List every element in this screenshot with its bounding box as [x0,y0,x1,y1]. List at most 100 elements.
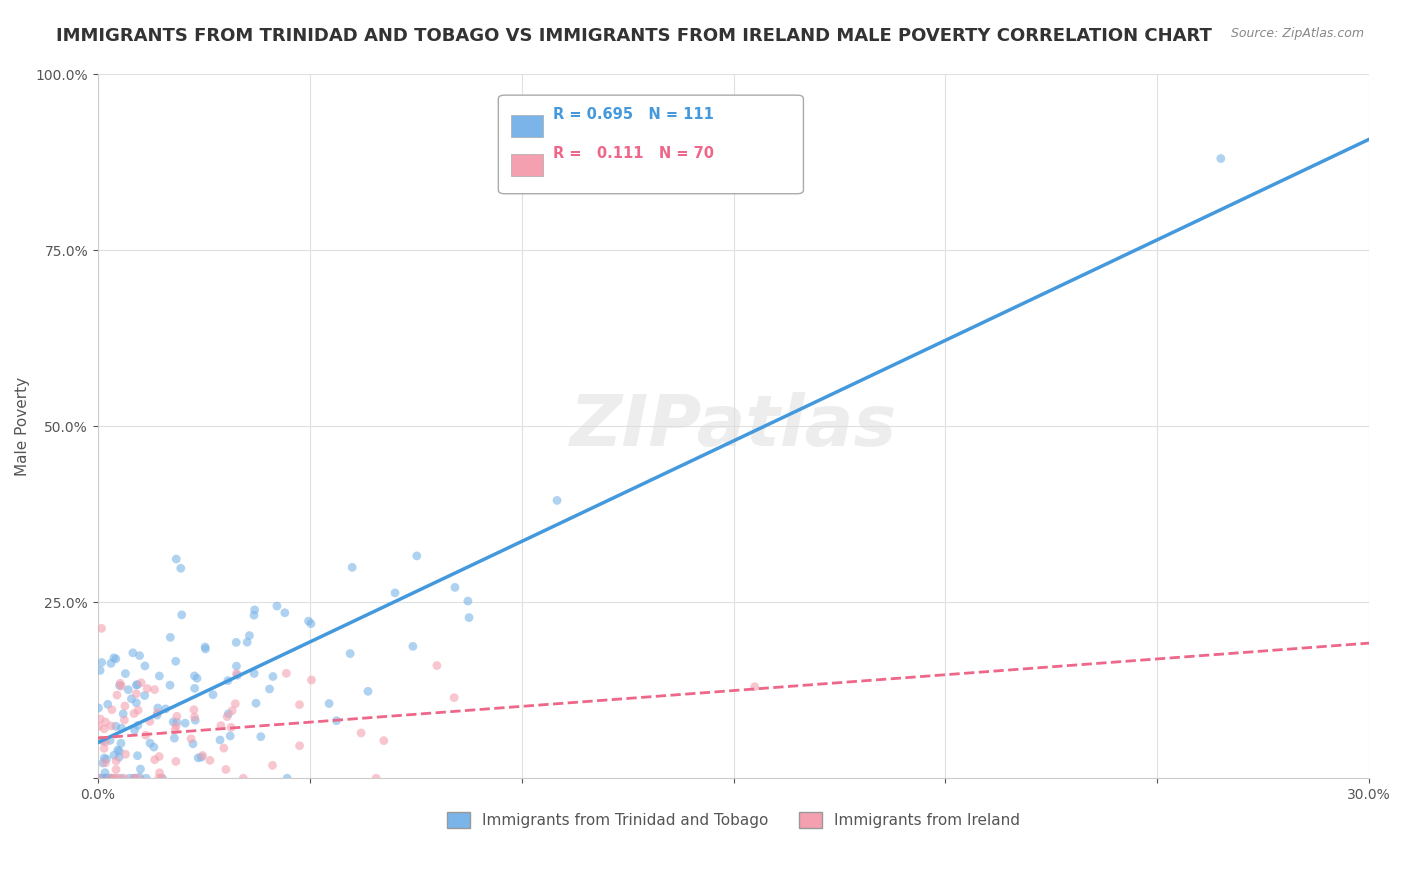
Point [221,704,243,718]
Point [159,631,181,645]
Point [103,748,125,763]
Point [426,658,449,673]
Point [159,678,181,692]
Point [208,733,231,747]
Point [127,677,149,691]
Point [243,608,266,623]
Point [405,549,427,563]
Point [232,771,254,785]
Point [187,751,209,765]
Point [94,771,117,785]
Point [90,771,112,785]
Point [163,731,186,746]
Point [148,749,170,764]
Point [90,621,112,635]
Point [146,701,169,715]
Point [124,723,146,737]
Point [201,688,224,702]
Point [125,687,148,701]
Point [194,642,217,657]
Point [170,607,193,622]
Point [148,771,170,785]
Point [100,657,122,671]
Point [94,771,117,785]
Point [89,712,111,726]
Point [245,696,267,710]
Point [100,771,122,785]
Point [128,648,150,663]
Point [87,771,110,785]
Point [97,771,120,785]
Point [288,698,311,712]
Point [1209,152,1232,166]
Point [114,666,136,681]
Point [139,714,162,729]
Point [243,603,266,617]
Point [135,728,157,742]
Point [143,682,166,697]
Point [217,673,239,688]
Point [97,698,120,712]
Point [357,684,380,698]
Point [444,581,467,595]
Bar [510,153,543,176]
Point [93,722,115,736]
Point [110,771,132,785]
Point [457,594,479,608]
Point [215,763,238,777]
Point [114,747,136,762]
Point [318,697,340,711]
Point [105,688,128,702]
Point [181,737,204,751]
Bar [510,115,543,137]
Point [125,678,148,692]
Point [146,706,169,720]
Point [297,614,319,628]
Point [104,771,127,785]
Point [94,714,117,729]
Point [183,710,205,724]
Point [183,681,205,696]
Point [243,666,266,681]
Point [112,713,135,727]
Point [91,756,114,770]
Point [129,675,152,690]
Point [124,771,146,785]
Point [350,726,373,740]
Point [219,720,242,734]
Point [402,640,425,654]
Point [105,754,128,768]
Point [98,733,121,747]
Text: IMMIGRANTS FROM TRINIDAD AND TOBAGO VS IMMIGRANTS FROM IRELAND MALE POVERTY CORR: IMMIGRANTS FROM TRINIDAD AND TOBAGO VS I… [56,27,1212,45]
Point [165,723,187,737]
Point [219,729,242,743]
Point [122,771,145,785]
Text: ZIPatlas: ZIPatlas [569,392,897,460]
Point [134,689,156,703]
FancyBboxPatch shape [498,95,803,194]
Point [217,709,239,723]
Point [110,679,132,693]
Point [108,750,131,764]
Point [120,691,142,706]
Point [259,681,281,696]
Point [299,616,322,631]
Point [87,701,110,715]
Point [104,771,127,785]
Point [225,659,247,673]
Point [166,709,188,723]
Point [373,733,395,747]
Point [134,659,156,673]
Point [93,751,115,765]
Point [90,771,112,785]
Point [165,755,187,769]
Point [104,652,127,666]
Point [276,771,298,785]
Point [288,739,311,753]
Point [110,736,132,750]
Point [122,771,145,785]
Point [100,771,122,785]
Point [148,765,170,780]
Point [212,741,235,756]
Point [209,719,232,733]
